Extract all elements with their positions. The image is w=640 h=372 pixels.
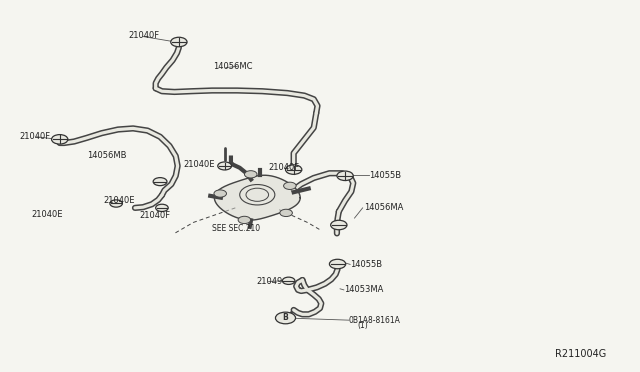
Text: 14053MA: 14053MA [344, 285, 383, 294]
Circle shape [275, 312, 296, 324]
Text: B: B [283, 314, 289, 323]
Text: (1): (1) [358, 321, 369, 330]
Circle shape [218, 162, 232, 170]
Text: 14055B: 14055B [350, 260, 382, 269]
Circle shape [282, 277, 295, 285]
Text: 21040E: 21040E [31, 210, 63, 219]
Circle shape [153, 177, 167, 186]
Text: 14055B: 14055B [369, 171, 401, 180]
Circle shape [284, 182, 296, 189]
Circle shape [171, 37, 187, 47]
Text: 14056MB: 14056MB [86, 151, 126, 160]
Text: 21040F: 21040F [269, 163, 300, 172]
Circle shape [337, 171, 353, 180]
Text: R211004G: R211004G [556, 349, 607, 359]
Circle shape [331, 220, 347, 230]
Circle shape [244, 171, 257, 178]
Text: 21040E: 21040E [183, 160, 215, 169]
Circle shape [156, 204, 168, 212]
Circle shape [52, 135, 68, 144]
Circle shape [330, 259, 346, 269]
Text: 14056MA: 14056MA [364, 203, 403, 212]
Text: 21049: 21049 [256, 277, 282, 286]
Polygon shape [214, 175, 300, 220]
Text: 21040F: 21040F [129, 31, 160, 40]
Text: 0B1A8-8161A: 0B1A8-8161A [349, 316, 401, 325]
Circle shape [280, 209, 292, 217]
Circle shape [285, 165, 302, 174]
Circle shape [214, 190, 227, 197]
Circle shape [110, 200, 122, 207]
Circle shape [238, 216, 251, 224]
Text: SEE SEC.210: SEE SEC.210 [212, 224, 260, 233]
Text: 14056MC: 14056MC [213, 62, 253, 71]
Text: 21040E: 21040E [104, 196, 135, 205]
Text: 21040F: 21040F [19, 132, 50, 141]
Text: 21040F: 21040F [140, 211, 170, 220]
